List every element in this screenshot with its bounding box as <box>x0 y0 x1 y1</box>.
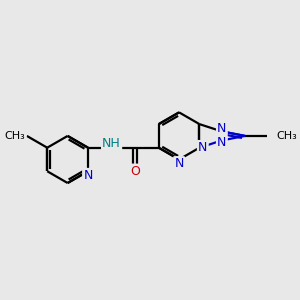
Text: N: N <box>174 157 184 170</box>
Text: N: N <box>217 122 226 135</box>
Text: O: O <box>130 165 140 178</box>
Text: N: N <box>83 169 93 182</box>
Text: CH₃: CH₃ <box>5 131 26 141</box>
Text: CH₃: CH₃ <box>277 131 298 141</box>
Text: N: N <box>198 141 208 154</box>
Text: NH: NH <box>102 136 121 150</box>
Text: N: N <box>217 136 226 149</box>
